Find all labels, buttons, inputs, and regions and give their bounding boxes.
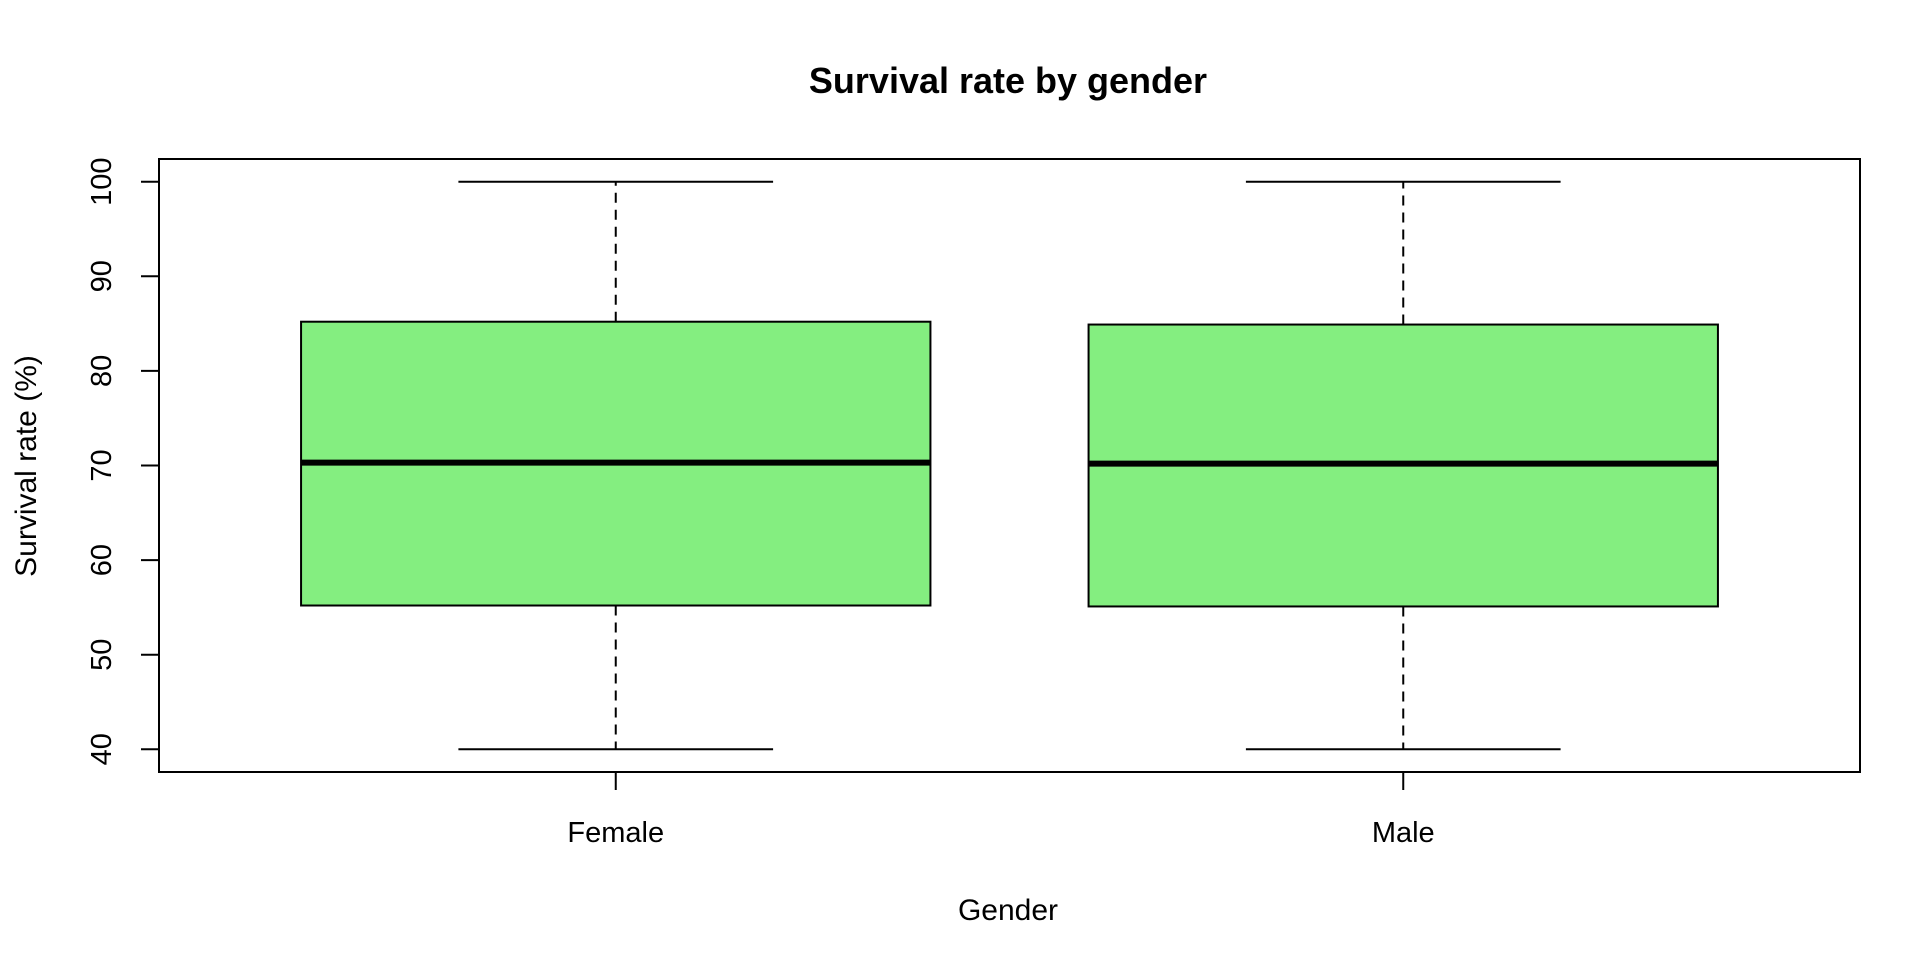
- x-axis-label: Gender: [958, 894, 1058, 927]
- x-tick-label: Female: [567, 817, 664, 849]
- chart-title: Survival rate by gender: [809, 60, 1207, 101]
- y-tick-label: 60: [86, 544, 118, 576]
- y-tick-label: 50: [86, 639, 118, 671]
- x-axis: Female Male: [567, 772, 1435, 849]
- y-tick-label: 40: [86, 733, 118, 765]
- y-axis-label: Survival rate (%): [10, 355, 43, 577]
- box-female: [300, 180, 932, 751]
- y-axis: 40 50 60 70 80 90 100: [86, 158, 160, 765]
- y-tick-label: 70: [86, 449, 118, 481]
- y-tick-label: 100: [86, 158, 118, 206]
- y-tick-label: 90: [86, 260, 118, 292]
- y-tick-label: 80: [86, 355, 118, 387]
- box-male: [1087, 180, 1719, 751]
- boxes: [300, 180, 1719, 751]
- x-tick-label: Male: [1372, 817, 1435, 849]
